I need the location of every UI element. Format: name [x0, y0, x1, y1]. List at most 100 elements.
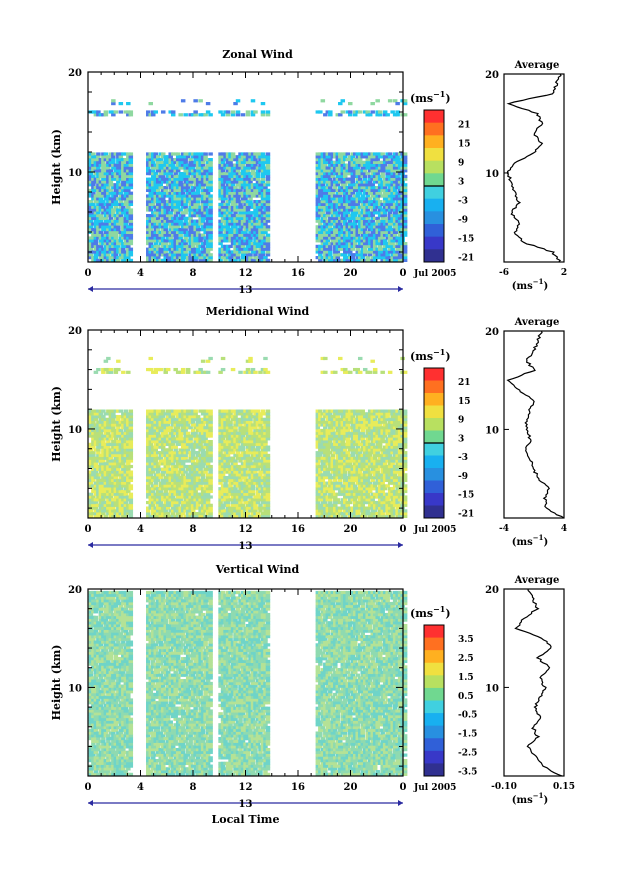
heatmap-cell [151, 244, 156, 248]
heatmap-cell [392, 250, 398, 254]
heatmap-cell [175, 370, 181, 374]
heatmap-cell [260, 177, 266, 181]
heatmap-cell [345, 110, 351, 114]
heatmap-cell [323, 242, 328, 246]
average-title: Average [514, 60, 560, 71]
heatmap-cell [320, 172, 326, 176]
heatmap-cell [128, 186, 134, 190]
heatmap-cell [146, 487, 151, 491]
heatmap-cell [343, 186, 348, 190]
heatmap-cell [190, 467, 196, 471]
heatmap-cell [348, 205, 353, 209]
heatmap-cell [91, 214, 96, 218]
heatmap-cell [146, 163, 151, 167]
heatmap-cell [126, 214, 131, 218]
heatmap-cell [101, 462, 106, 466]
heatmap-cell [116, 172, 121, 176]
heatmap-cell [93, 506, 99, 510]
heatmap-cell [96, 247, 101, 251]
heatmap-cell [178, 487, 183, 491]
heatmap-cell [230, 258, 236, 262]
heatmap-cell [390, 166, 395, 170]
heatmap-cell [155, 216, 161, 220]
heatmap-cell [93, 225, 99, 229]
heatmap-cell [377, 242, 383, 246]
heatmap-cell [96, 492, 101, 496]
heatmap-cell [200, 208, 206, 212]
heatmap-cell [121, 514, 126, 518]
heatmap-cell [106, 197, 111, 201]
heatmap-cell [101, 370, 106, 374]
heatmap-cell [265, 158, 271, 162]
heatmap-cell [123, 242, 129, 246]
heatmap-cell [158, 495, 163, 499]
heatmap-cell [153, 250, 158, 254]
heatmap-cell [385, 222, 390, 226]
heatmap-cell [170, 456, 176, 460]
heatmap-cell [128, 174, 134, 178]
heatmap-cell [258, 152, 263, 156]
heatmap-cell [111, 484, 116, 488]
heatmap-cell [168, 233, 173, 237]
heatmap-cell [348, 172, 353, 176]
heatmap-cell [160, 194, 166, 198]
heatmap-cell [200, 253, 206, 257]
heatmap-cell [173, 448, 178, 452]
heatmap-cell [173, 188, 178, 192]
heatmap-cell [91, 478, 96, 482]
heatmap-cell [151, 462, 156, 466]
heatmap-cell [218, 155, 223, 159]
heatmap-cell [198, 214, 203, 218]
heatmap-cell [220, 180, 226, 184]
heatmap-cell [208, 152, 213, 156]
heatmap-cell [98, 412, 104, 416]
heatmap-cell [88, 476, 94, 480]
heatmap-cell [178, 428, 183, 433]
heatmap-cell [248, 214, 253, 218]
heatmap-cell [220, 183, 226, 187]
heatmap-cell [108, 152, 114, 156]
heatmap-cell [163, 166, 168, 170]
heatmap-cell [101, 247, 106, 251]
heatmap-cell [170, 459, 176, 463]
heatmap-cell [375, 225, 380, 229]
heatmap-cell [103, 186, 109, 190]
heatmap-cell [238, 233, 243, 237]
heatmap-cell [168, 412, 173, 416]
heatmap-cell [170, 464, 176, 469]
heatmap-cell [243, 166, 248, 170]
heatmap-cell [235, 99, 241, 103]
heatmap-cell [155, 208, 161, 212]
heatmap-cell [108, 484, 114, 488]
heatmap-cell [106, 163, 111, 167]
heatmap-cell [96, 186, 101, 190]
heatmap-cell [158, 512, 163, 516]
heatmap-cell [151, 253, 156, 257]
heatmap-cell [325, 250, 331, 254]
heatmap-cell [193, 211, 198, 215]
heatmap-cell [387, 239, 393, 243]
heatmap-cell [343, 169, 348, 173]
heatmap-cell [343, 155, 348, 159]
heatmap-cell [148, 464, 154, 469]
heatmap-cell [253, 155, 258, 159]
heatmap-cell [163, 169, 168, 173]
heatmap-cell [165, 230, 171, 234]
heatmap-cell [103, 451, 109, 455]
heatmap-cell [352, 169, 358, 173]
heatmap-cell [106, 166, 111, 170]
heatmap-cell [170, 512, 176, 516]
heatmap-cell [320, 183, 326, 187]
heatmap-cell [151, 211, 156, 215]
heatmap-cell [155, 412, 161, 416]
heatmap-cell [101, 470, 106, 474]
heatmap-cell [233, 244, 238, 248]
heatmap-cell [118, 177, 124, 181]
heatmap-cell [200, 183, 206, 187]
heatmap-cell [362, 258, 368, 262]
heatmap-cell [185, 451, 191, 455]
heatmap-cell [168, 177, 173, 181]
heatmap-cell [170, 415, 176, 419]
heatmap-cell [198, 205, 203, 209]
heatmap-cell [185, 200, 191, 204]
